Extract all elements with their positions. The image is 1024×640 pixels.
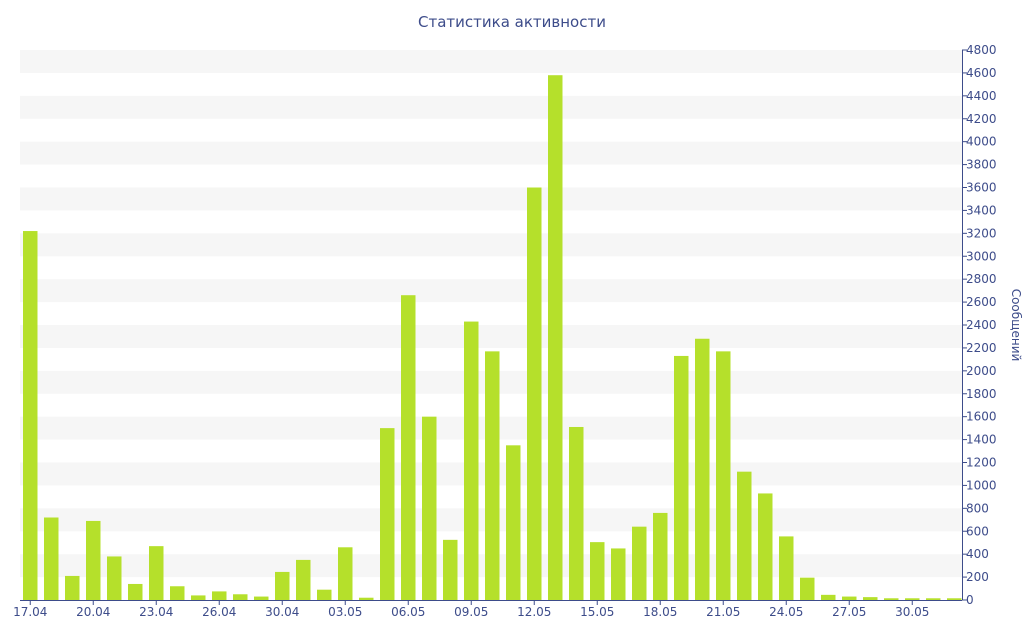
bar — [254, 596, 269, 600]
y-tick-label: 400 — [966, 547, 989, 561]
x-tick-label: 24.05 — [769, 605, 803, 619]
y-tick-label: 1600 — [966, 410, 997, 424]
y-tick-label: 600 — [966, 524, 989, 538]
y-tick-label: 1000 — [966, 478, 997, 492]
y-tick-label: 200 — [966, 570, 989, 584]
y-tick-label: 4200 — [966, 112, 997, 126]
grid-band — [20, 187, 962, 211]
x-tick-label: 06.05 — [391, 605, 425, 619]
bar — [296, 559, 311, 600]
bar — [212, 591, 227, 600]
bar — [800, 577, 815, 600]
y-tick-label: 2800 — [966, 272, 997, 286]
bar — [401, 295, 416, 600]
bar — [758, 493, 773, 600]
y-tick-label: 4800 — [966, 43, 997, 57]
x-tick-label: 23.04 — [139, 605, 173, 619]
x-tick-label: 21.05 — [706, 605, 740, 619]
bar — [86, 520, 101, 600]
bar — [443, 539, 458, 600]
grid-band — [20, 325, 962, 348]
bar — [485, 351, 500, 600]
grid-band — [20, 95, 962, 119]
bar — [527, 187, 542, 600]
bar — [926, 598, 941, 600]
y-tick-label: 2400 — [966, 318, 997, 332]
y-tick-label: 800 — [966, 501, 989, 515]
bar — [380, 428, 395, 600]
bar — [884, 598, 899, 600]
bar — [905, 598, 920, 600]
y-tick-label: 2200 — [966, 341, 997, 355]
y-tick-label: 1800 — [966, 387, 997, 401]
bar — [191, 595, 206, 600]
bar — [233, 594, 248, 600]
bar — [65, 575, 80, 600]
bar — [317, 589, 332, 600]
x-tick-label: 18.05 — [643, 605, 677, 619]
bar — [821, 594, 836, 600]
x-tick-label: 03.05 — [328, 605, 362, 619]
y-tick-label: 3400 — [966, 203, 997, 217]
bar — [149, 546, 164, 600]
bar — [548, 75, 563, 601]
y-tick-label: 3000 — [966, 249, 997, 263]
bar — [422, 416, 437, 600]
bar — [653, 512, 668, 600]
y-tick-label: 1400 — [966, 433, 997, 447]
grid-band — [20, 279, 962, 303]
bar — [506, 445, 521, 600]
bar — [779, 536, 794, 600]
x-tick-label: 09.05 — [454, 605, 488, 619]
y-tick-label: 4400 — [966, 89, 997, 103]
grid-band — [20, 50, 962, 73]
bar — [23, 231, 38, 600]
y-tick-label: 4600 — [966, 66, 997, 80]
x-tick-label: 27.05 — [832, 605, 866, 619]
grid-band — [20, 233, 962, 257]
x-tick-label: 30.04 — [265, 605, 299, 619]
bar — [947, 598, 962, 600]
y-tick-label: 4000 — [966, 135, 997, 149]
bar — [170, 586, 185, 600]
bar — [716, 351, 731, 600]
x-tick-label: 12.05 — [517, 605, 551, 619]
bar — [674, 355, 689, 600]
bar — [842, 596, 857, 600]
bar — [863, 597, 878, 600]
bar — [569, 426, 584, 600]
y-axis-title: Сообщений — [1009, 289, 1023, 362]
y-tick-label: 3200 — [966, 226, 997, 240]
bar — [275, 571, 290, 600]
y-tick-label: 3600 — [966, 181, 997, 195]
x-tick-label: 15.05 — [580, 605, 614, 619]
bar — [44, 517, 59, 600]
x-tick-label: 26.04 — [202, 605, 236, 619]
bar — [695, 338, 710, 600]
x-tick-label: 17.04 — [13, 605, 47, 619]
y-tick-label: 2600 — [966, 295, 997, 309]
bar — [590, 542, 605, 600]
bar — [464, 321, 479, 600]
bar — [107, 556, 122, 600]
grid-band — [20, 141, 962, 165]
bar — [338, 547, 353, 600]
x-tick-label: 30.05 — [895, 605, 929, 619]
bar — [737, 471, 752, 600]
y-tick-label: 0 — [966, 593, 974, 607]
x-tick-label: 20.04 — [76, 605, 110, 619]
bar — [128, 583, 143, 600]
y-tick-label: 2000 — [966, 364, 997, 378]
bar — [632, 526, 647, 600]
chart-title: Статистика активности — [418, 13, 606, 31]
bar — [611, 548, 626, 600]
y-tick-label: 1200 — [966, 456, 997, 470]
y-tick-label: 3800 — [966, 158, 997, 172]
bar — [359, 597, 374, 600]
